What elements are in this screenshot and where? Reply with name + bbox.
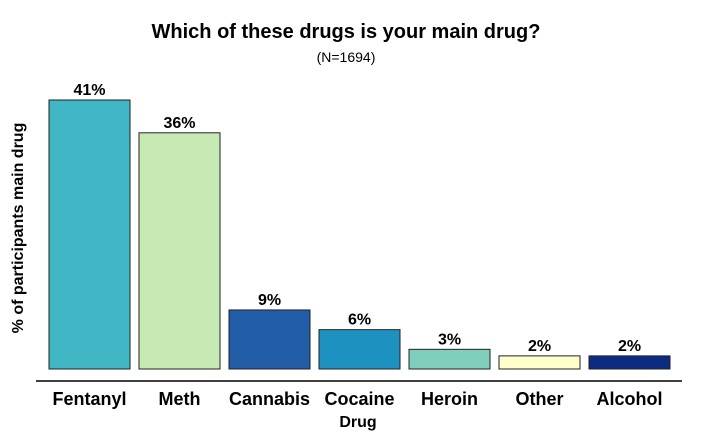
bar-cannabis xyxy=(228,309,311,370)
data-labels-group: 41% 36% 9% 6% 3% 2% 2% xyxy=(73,82,641,355)
bar-cocaine xyxy=(318,329,401,370)
bar-meth xyxy=(138,132,221,370)
y-axis-title: % of participants main drug xyxy=(10,123,27,334)
bar-fentanyl xyxy=(48,99,131,370)
chart-title: Which of these drugs is your main drug? xyxy=(152,21,541,43)
bar-other xyxy=(498,355,581,370)
bar-heroin xyxy=(408,348,491,370)
data-label-cannabis: 9% xyxy=(258,292,281,309)
x-tick-labels-group: Fentanyl Meth Cannabis Cocaine Heroin Other Al… xyxy=(52,389,662,409)
data-label-heroin: 3% xyxy=(438,331,461,348)
data-label-alcohol: 2% xyxy=(618,338,641,355)
x-tick-label-meth: Meth xyxy=(159,389,201,409)
x-tick-label-heroin: Heroin xyxy=(421,389,478,409)
bars-group xyxy=(48,99,671,370)
x-tick-label-cannabis: Cannabis xyxy=(229,389,310,409)
bar-alcohol xyxy=(588,355,671,370)
x-tick-label-alcohol: Alcohol xyxy=(597,389,663,409)
x-tick-label-other: Other xyxy=(515,389,563,409)
x-axis-title: Drug xyxy=(339,414,376,431)
x-tick-label-fentanyl: Fentanyl xyxy=(52,389,126,409)
data-label-meth: 36% xyxy=(163,115,195,132)
x-tick-label-cocaine: Cocaine xyxy=(324,389,394,409)
chart-subtitle: (N=1694) xyxy=(317,49,376,65)
data-label-other: 2% xyxy=(528,338,551,355)
data-label-cocaine: 6% xyxy=(348,312,371,329)
data-label-fentanyl: 41% xyxy=(73,82,105,99)
